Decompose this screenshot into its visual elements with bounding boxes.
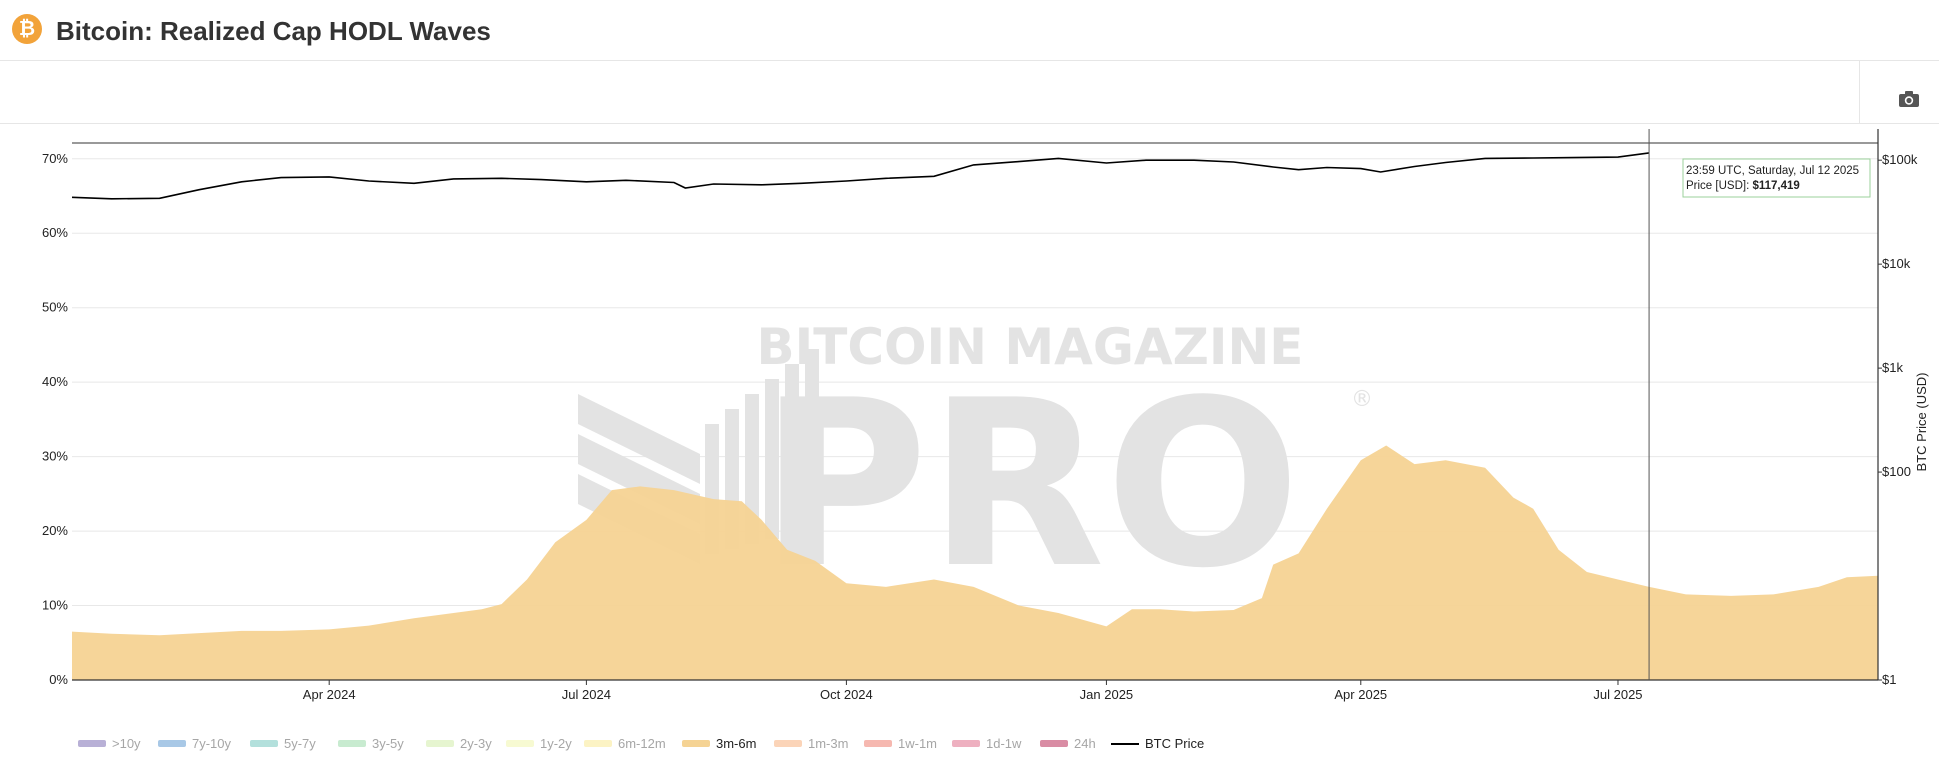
tooltip-price-label: Price [USD]:	[1686, 180, 1752, 192]
legend-swatch	[426, 740, 454, 747]
camera-icon[interactable]	[1898, 90, 1920, 108]
y-right-tick-label: $100	[1882, 464, 1911, 479]
legend-swatch	[158, 740, 186, 747]
x-tick-label: Jul 2025	[1593, 687, 1642, 702]
x-tick-label: Oct 2024	[820, 687, 873, 702]
legend-item[interactable]: 1y-2y	[506, 736, 572, 751]
legend-item[interactable]: 6m-12m	[584, 736, 666, 751]
legend-label: 1m-3m	[808, 736, 848, 751]
y-left-tick-label: 60%	[42, 225, 68, 240]
chart-legend: >10y 7y-10y 5y-7y 3y-5y 2y-3y 1y-2y 6m-12m 3m-6…	[78, 736, 1204, 751]
legend-item[interactable]: 5y-7y	[250, 736, 316, 751]
watermark-line1: BITCOIN MAGAZINE	[757, 318, 1304, 376]
bitcoin-logo-icon: ₿	[12, 14, 42, 44]
legend-swatch	[864, 740, 892, 747]
legend-label: 3m-6m	[716, 736, 756, 751]
y-left-tick-label: 20%	[42, 523, 68, 538]
legend-label: 1y-2y	[540, 736, 572, 751]
legend-label: 7y-10y	[192, 736, 232, 751]
legend-swatch	[682, 740, 710, 747]
tooltip-time: 23:59 UTC, Saturday, Jul 12 2025	[1686, 165, 1859, 177]
legend-swatch	[584, 740, 612, 747]
y-left-tick-label: 40%	[42, 374, 68, 389]
x-tick-label: Jul 2024	[562, 687, 611, 702]
y-left-tick-label: 30%	[42, 449, 68, 464]
watermark-line2: PRO	[759, 352, 1300, 619]
x-tick-label: Jan 2025	[1080, 687, 1134, 702]
page-title: Bitcoin: Realized Cap HODL Waves	[56, 16, 491, 46]
legend-item[interactable]: 1m-3m	[774, 736, 848, 751]
legend-label: 6m-12m	[618, 736, 666, 751]
toolbar-divider	[1859, 61, 1860, 123]
y-axis-right-label: BTC Price (USD)	[1914, 373, 1929, 472]
page-header: ₿ Bitcoin: Realized Cap HODL Waves	[0, 0, 1939, 61]
x-tick-label: Apr 2024	[303, 687, 356, 702]
y-left-tick-label: 10%	[42, 598, 68, 613]
hover-tooltip: 23:59 UTC, Saturday, Jul 12 2025 Price […	[1682, 158, 1871, 198]
y-right-tick-label: $1k	[1882, 360, 1903, 375]
legend-label: >10y	[112, 736, 141, 751]
legend-swatch	[78, 740, 106, 747]
legend-item[interactable]: 1w-1m	[864, 736, 937, 751]
hodl-waves-chart: BITCOIN MAGAZINE PRO ® 0% 10% 20% 30% 40% 50%…	[42, 129, 1929, 751]
x-axis: Apr 2024 Jul 2024 Oct 2024 Jan 2025 Apr 2025…	[303, 680, 1643, 702]
legend-swatch	[250, 740, 278, 747]
legend-swatch	[1040, 740, 1068, 747]
legend-swatch	[952, 740, 980, 747]
tooltip-price-value: $117,419	[1752, 180, 1799, 192]
y-axis-right: $1 $100 $1k $10k $100k	[1878, 152, 1918, 687]
y-right-tick-label: $1	[1882, 672, 1896, 687]
legend-swatch	[338, 740, 366, 747]
legend-swatch	[506, 740, 534, 747]
chart-toolbar	[0, 61, 1939, 124]
legend-item[interactable]: 24h	[1040, 736, 1096, 751]
legend-label: 3y-5y	[372, 736, 404, 751]
tooltip-box	[1682, 158, 1871, 198]
y-left-tick-label: 50%	[42, 300, 68, 315]
legend-label: 2y-3y	[460, 736, 492, 751]
y-axis-left: 0% 10% 20% 30% 40% 50% 60% 70%	[42, 151, 68, 687]
tooltip-price: Price [USD]: $117,419	[1686, 180, 1800, 192]
legend-label: BTC Price	[1145, 736, 1204, 751]
legend-swatch	[774, 740, 802, 747]
legend-item[interactable]: 7y-10y	[158, 736, 232, 751]
series-area-3m-6m	[72, 445, 1878, 680]
legend-item[interactable]: >10y	[78, 736, 141, 751]
x-tick-label: Apr 2025	[1334, 687, 1387, 702]
legend-item[interactable]: BTC Price	[1111, 736, 1204, 751]
legend-label: 5y-7y	[284, 736, 316, 751]
legend-item[interactable]: 3y-5y	[338, 736, 404, 751]
watermark-registered-mark: ®	[1351, 387, 1373, 412]
y-left-tick-label: 0%	[49, 672, 68, 687]
series-line-btc-price	[71, 152, 1650, 200]
y-left-tick-label: 70%	[42, 151, 68, 166]
y-right-tick-label: $10k	[1882, 256, 1911, 271]
y-right-tick-label: $100k	[1882, 152, 1918, 167]
legend-label: 24h	[1074, 736, 1096, 751]
legend-item[interactable]: 3m-6m	[682, 736, 756, 751]
legend-item[interactable]: 1d-1w	[952, 736, 1022, 751]
legend-label: 1w-1m	[898, 736, 937, 751]
legend-item[interactable]: 2y-3y	[426, 736, 492, 751]
legend-label: 1d-1w	[986, 736, 1022, 751]
